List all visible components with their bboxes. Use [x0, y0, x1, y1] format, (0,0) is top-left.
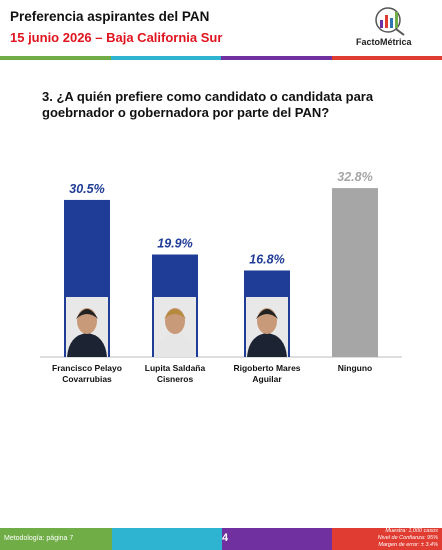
photo — [246, 297, 288, 357]
logo-icon — [375, 7, 405, 36]
chart: 30.5% 19.9% 16.8% 32.8% — [40, 170, 402, 358]
value-label: 32.8% — [337, 170, 372, 184]
category-label: Ninguno — [337, 363, 373, 373]
question: 3. ¿A quién prefiere como candidato o ca… — [42, 89, 374, 120]
photo-body — [247, 333, 287, 357]
value-label: 16.8% — [249, 252, 284, 266]
photo-hair — [256, 309, 278, 319]
photo-hair — [164, 309, 186, 319]
footer: Metodología: página 7 4 Muestra: 1,000 c… — [0, 528, 442, 550]
category-label: Rigoberto Mares Aguilar — [233, 363, 301, 384]
category-label: Francisco Pelayo Covarrubias — [52, 363, 122, 384]
divider — [0, 56, 442, 60]
note: Margen de error: ± 3.4% — [378, 542, 438, 548]
title: Preferencia aspirantes del PAN — [10, 9, 210, 24]
photo-hair — [76, 309, 98, 319]
page-number: 4 — [222, 532, 229, 544]
category-label: Lupita Saldaña Cisneros — [144, 363, 206, 384]
bar — [332, 188, 378, 357]
notes: Muestra: 1,000 casos Nivel de Confianza: … — [378, 528, 438, 549]
methodology: Metodología: página 7 — [4, 535, 74, 542]
note: Muestra: 1,000 casos — [385, 528, 438, 534]
photo-body — [155, 333, 195, 357]
photo — [66, 297, 108, 357]
photo — [154, 297, 196, 357]
value-label: 19.9% — [157, 237, 192, 251]
logo-text: FactoMétrica — [356, 37, 412, 47]
photo-body — [67, 333, 107, 357]
note: Nivel de Confianza: 95% — [377, 535, 438, 541]
subtitle: 15 junio 2026 – Baja California Sur — [10, 30, 223, 45]
value-label: 30.5% — [69, 182, 104, 196]
